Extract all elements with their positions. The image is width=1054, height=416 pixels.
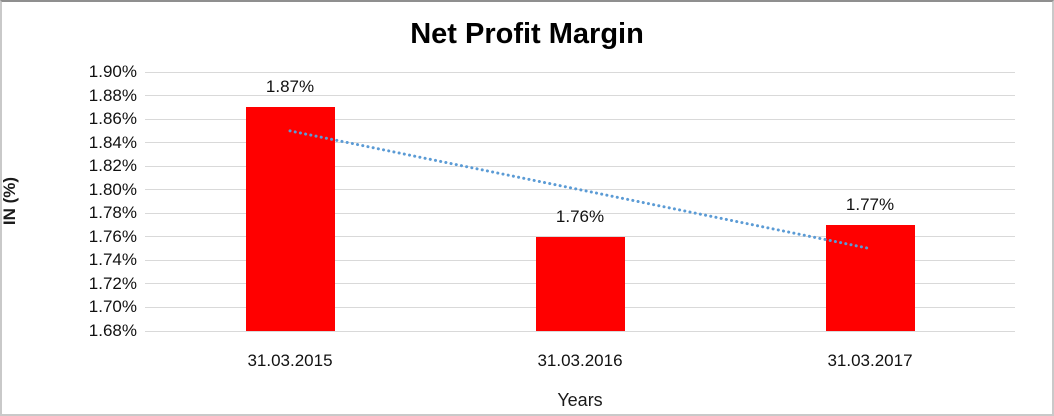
y-tick-label: 1.80% [88, 179, 137, 199]
bar-31.03.2016 [535, 236, 625, 331]
y-tick-label: 1.72% [88, 273, 137, 293]
y-tick-label: 1.90% [88, 62, 137, 81]
y-tick-label: 1.78% [88, 203, 137, 223]
y-tick-label: 1.88% [88, 85, 137, 105]
x-tick-label: 31.03.2015 [247, 351, 333, 370]
x-axis-title: Years [557, 390, 603, 410]
y-tick-label: 1.74% [88, 250, 137, 270]
y-axis-title-text: IN (%) [0, 176, 19, 226]
value-label: 1.87% [265, 77, 315, 97]
trendline [288, 129, 872, 251]
gridline [145, 118, 1015, 120]
chart-title: Net Profit Margin [410, 18, 644, 50]
y-tick-label: 1.70% [88, 297, 137, 317]
gridline [145, 142, 1015, 144]
gridline [145, 330, 1015, 332]
gridline [145, 95, 1015, 97]
gridline [145, 212, 1015, 214]
value-label: 1.77% [845, 195, 895, 215]
value-label: 1.76% [555, 206, 605, 226]
y-tick-label: 1.82% [88, 156, 137, 176]
x-tick-label: 31.03.2017 [827, 351, 913, 370]
bar-31.03.2015 [245, 107, 335, 331]
y-tick-label: 1.76% [88, 226, 137, 246]
y-tick-label: 1.84% [88, 132, 137, 152]
y-axis-tick-labels: 1.90% 1.88% 1.86% 1.84% 1.82% 1.80% 1.78% 1.76%… [57, 62, 137, 340]
gridline [145, 165, 1015, 167]
x-tick-label: 31.03.2016 [537, 351, 623, 370]
y-tick-label: 1.86% [88, 109, 137, 129]
plot-area: 1.87% 1.76% 1.77% [145, 71, 1015, 332]
trendline-layer [288, 129, 872, 251]
gridline [145, 71, 1015, 73]
y-tick-label: 1.68% [88, 321, 137, 340]
